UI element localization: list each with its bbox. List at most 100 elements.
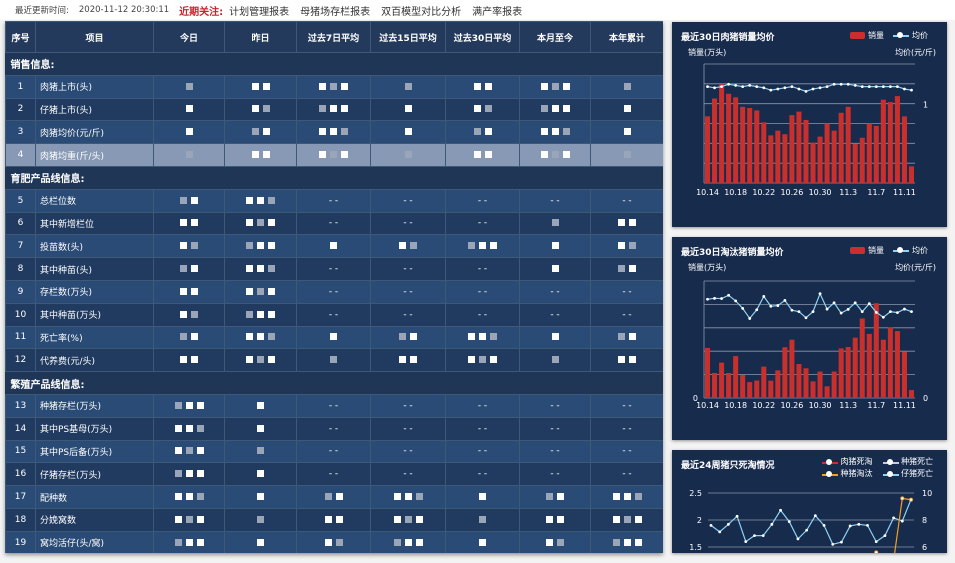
- cell-value-redacted: [370, 97, 446, 122]
- legend-label: 销量: [868, 246, 884, 255]
- bar: [887, 102, 893, 183]
- piglet-death-point: [848, 524, 852, 528]
- bar: [803, 119, 809, 183]
- table-row[interactable]: 18 分娩窝数: [5, 507, 663, 532]
- cell-value-redacted: [296, 530, 371, 553]
- legend-item[interactable]: 种猪淘汰: [822, 468, 873, 479]
- cell-value-redacted: [224, 234, 297, 259]
- cell-value-redacted: [153, 143, 225, 167]
- link-sow-stock-report[interactable]: 母猪场存栏报表: [300, 6, 371, 18]
- price-point: [832, 82, 836, 86]
- table-row[interactable]: 17 配种数: [5, 485, 663, 509]
- redacted-mark: [180, 196, 187, 204]
- price-point: [867, 85, 871, 89]
- legend[interactable]: 销量 均价: [850, 245, 928, 256]
- redacted-mark: [180, 242, 187, 250]
- bar: [754, 110, 760, 183]
- cell-value-redacted: [370, 530, 446, 553]
- cell-value-redacted: [519, 74, 591, 99]
- legend-item[interactable]: 肉猪死淘: [822, 456, 873, 467]
- cell-value-redacted: [224, 325, 297, 350]
- price-point: [748, 317, 752, 320]
- y-tick-label: 2.5: [689, 489, 702, 498]
- y-axis-label: 销量(万头): [688, 48, 727, 57]
- chart-title: 最近30日肉猪销量均价: [681, 33, 775, 43]
- table-row[interactable]: 6 其中新增栏位 - -- -- -: [5, 211, 663, 236]
- redacted-mark: [540, 82, 548, 90]
- price-point: [769, 304, 773, 308]
- table-row[interactable]: 2 仔猪上市(头): [5, 97, 663, 122]
- legend-label: 肉猪死淘: [840, 457, 873, 466]
- cell-value: - -: [296, 302, 371, 327]
- redacted-mark: [341, 105, 348, 113]
- x-tick-label: 11.3: [839, 401, 857, 410]
- table-row[interactable]: 15 其中PS后备(万头) - -- -- -- -- -: [5, 439, 663, 464]
- table-row[interactable]: 5 总栏位数 - -- -- -- -- -: [5, 188, 663, 213]
- bar: [880, 99, 886, 183]
- price-line: [707, 292, 912, 320]
- table-row[interactable]: 3 肉猪均价(元/斤): [5, 120, 663, 145]
- cell-value-redacted: [296, 348, 371, 373]
- cell-value: - -: [370, 416, 446, 441]
- cell-value-redacted: [370, 485, 446, 509]
- redacted-mark: [404, 105, 412, 113]
- link-model-compare[interactable]: 双百模型对比分析: [381, 6, 462, 18]
- cell-value-redacted: [370, 325, 446, 350]
- table-row[interactable]: 12 代养费(元/头): [5, 348, 663, 373]
- table-row[interactable]: 14 其中PS基母(万头) - -- -- -- -- -: [5, 416, 663, 441]
- redacted-mark: [191, 265, 198, 273]
- table-row[interactable]: 19 窝均活仔(头/窝): [5, 530, 663, 553]
- redacted-mark: [185, 401, 193, 409]
- redacted-mark: [623, 515, 631, 523]
- price-point: [874, 85, 878, 89]
- table-row[interactable]: 11 死亡率(%): [5, 325, 663, 350]
- cell-value: - -: [519, 393, 591, 418]
- price-point: [804, 316, 808, 320]
- legend-item[interactable]: 种猪死亡: [882, 456, 934, 467]
- table-row[interactable]: 7 投苗数(头): [5, 234, 663, 259]
- cell-value: - -: [519, 462, 591, 487]
- redacted-mark: [246, 333, 253, 341]
- redacted-mark: [185, 82, 193, 90]
- bar: [901, 116, 907, 183]
- x-tick-label: 10.22: [752, 401, 775, 410]
- redacted-mark: [629, 219, 636, 227]
- y2-tick-label: 0: [923, 394, 928, 403]
- bar: [789, 339, 795, 398]
- link-plan-report[interactable]: 计划管理报表: [229, 6, 290, 18]
- legend-item[interactable]: 仔猪死亡: [882, 468, 933, 479]
- chart-panel-mortality: 2.5 10 2 8 1.5 6 最近24周猪只死淘情况 肉猪死淘 种猪死亡 种猪淘汰 仔…: [672, 450, 947, 553]
- cell-value-redacted: [590, 74, 663, 99]
- legend-label: 种猪死亡: [901, 457, 934, 466]
- redacted-mark: [268, 287, 275, 295]
- cell-value: - -: [296, 416, 371, 441]
- cell-value-redacted: [370, 234, 446, 259]
- legend[interactable]: 肉猪死淘 种猪死亡 种猪淘汰 仔猪死亡: [822, 456, 933, 479]
- sow-cull-point: [900, 496, 905, 501]
- bar: [747, 382, 753, 398]
- table-row[interactable]: 9 存栏数(万头) - -- -- -- -- -: [5, 279, 663, 304]
- redacted-mark: [404, 538, 412, 546]
- table-row[interactable]: 8 其中种苗(头) - -- -- -: [5, 257, 663, 281]
- cell-value-redacted: [224, 530, 297, 553]
- table-row[interactable]: 16 仔猪存栏(万头) - -- -- -- -- -: [5, 462, 663, 487]
- price-point: [797, 87, 801, 91]
- row-number: 18: [5, 507, 36, 532]
- cell-value-redacted: [370, 143, 446, 167]
- redacted-mark: [174, 515, 182, 523]
- table-row[interactable]: 10 其中种苗(万头) - -- -- -- -- -: [5, 302, 663, 327]
- link-full-production-report[interactable]: 满产率报表: [472, 6, 523, 18]
- redacted-mark: [257, 470, 264, 478]
- table-row[interactable]: 1 肉猪上市(头): [5, 74, 663, 99]
- piglet-death-point: [866, 524, 869, 527]
- redacted-mark: [335, 493, 343, 501]
- chart-cull-sales: 10.14 10.18 10.22 10.26 10.30 11.3 11.7 11.11 0 0: [693, 280, 928, 410]
- price-point: [881, 85, 885, 89]
- cell-value-redacted: [590, 325, 663, 350]
- redacted-mark: [180, 219, 187, 227]
- legend[interactable]: 销量 均价: [850, 30, 928, 41]
- row-number: 12: [5, 348, 36, 373]
- cell-value-redacted: [153, 257, 225, 281]
- table-row[interactable]: 13 种猪存栏(万头) - -- -- -- -- -: [5, 393, 663, 418]
- table-row[interactable]: 4 肉猪均重(斤/头): [5, 143, 663, 167]
